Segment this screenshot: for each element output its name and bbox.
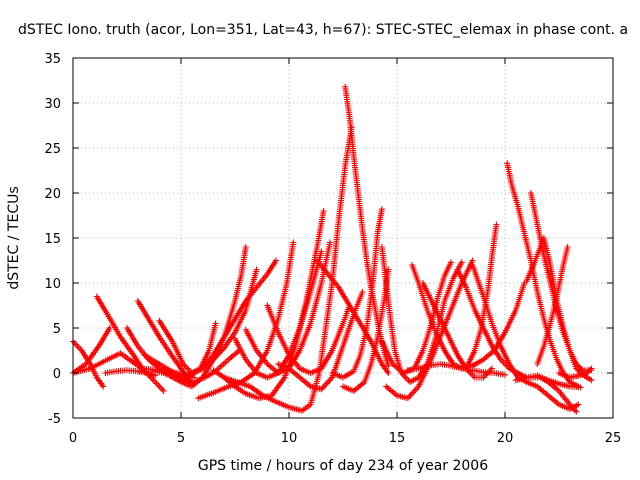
series-arc-34: [504, 160, 582, 390]
data-point-markers: [275, 289, 366, 393]
y-tick-labels: -5 0 5 10 15 20 25 30 35: [44, 52, 61, 427]
data-point-markers: [93, 293, 167, 394]
series-layer: [70, 83, 595, 415]
y-tick-label: 25: [44, 142, 61, 157]
data-point-markers: [134, 298, 191, 381]
y-tick-label: 5: [53, 322, 61, 337]
series-arc-33: [469, 262, 582, 412]
series-arc-13: [186, 257, 279, 379]
series-arc-22: [342, 83, 392, 369]
x-axis-label: GPS time / hours of day 234 of year 2006: [198, 458, 488, 474]
series-arc-37: [527, 190, 595, 374]
data-point-markers: [221, 124, 355, 414]
data-point-markers: [404, 280, 528, 374]
y-axis-label: dSTEC / TECUs: [6, 186, 22, 289]
x-tick-label: 20: [497, 431, 514, 446]
x-tick-label: 15: [389, 431, 406, 446]
data-point-markers: [469, 262, 582, 412]
series-arc-7: [134, 298, 191, 381]
data-point-markers: [534, 372, 580, 415]
data-point-markers: [186, 257, 279, 379]
chart-title: dSTEC Iono. truth (acor, Lon=351, Lat=43…: [18, 22, 628, 38]
series-arc-38: [534, 244, 571, 367]
y-tick-label: 30: [44, 97, 61, 112]
data-point-markers: [378, 259, 454, 376]
series-arc-23: [329, 206, 385, 381]
data-point-markers: [102, 367, 159, 379]
series-arc-40: [534, 372, 580, 415]
data-point-markers: [527, 190, 595, 374]
data-point-markers: [329, 206, 385, 381]
grid: [73, 58, 613, 418]
series-arc-19: [264, 302, 353, 376]
x-tick-label: 5: [177, 431, 185, 446]
series-arc-16: [221, 124, 355, 414]
data-point-markers: [264, 302, 353, 376]
data-point-markers: [419, 280, 495, 381]
y-tick-label: 10: [44, 277, 61, 292]
y-tick-label: 0: [53, 367, 61, 382]
series-arc-29: [404, 280, 528, 374]
x-tick-label: 0: [69, 431, 77, 446]
data-point-markers: [342, 83, 392, 369]
series-arc-4: [93, 293, 167, 394]
series-arc-26: [383, 257, 476, 402]
data-point-markers: [504, 160, 582, 390]
x-tick-label: 10: [281, 431, 298, 446]
series-arc-30: [419, 280, 495, 381]
data-point-markers: [383, 257, 476, 402]
y-tick-label: 15: [44, 232, 61, 247]
series-arc-5: [102, 367, 159, 379]
data-point-markers: [556, 365, 595, 381]
axis-ticks: [72, 57, 614, 419]
series-arc-20: [275, 289, 366, 393]
data-point-markers: [534, 244, 571, 367]
series-arc-27: [378, 259, 454, 376]
y-tick-label: 35: [44, 52, 61, 67]
series-arc-39: [556, 365, 595, 381]
x-tick-labels: 0 5 10 15 20 25: [69, 431, 621, 446]
y-tick-label: 20: [44, 187, 61, 202]
y-tick-label: -5: [48, 412, 61, 427]
x-tick-label: 25: [605, 431, 622, 446]
